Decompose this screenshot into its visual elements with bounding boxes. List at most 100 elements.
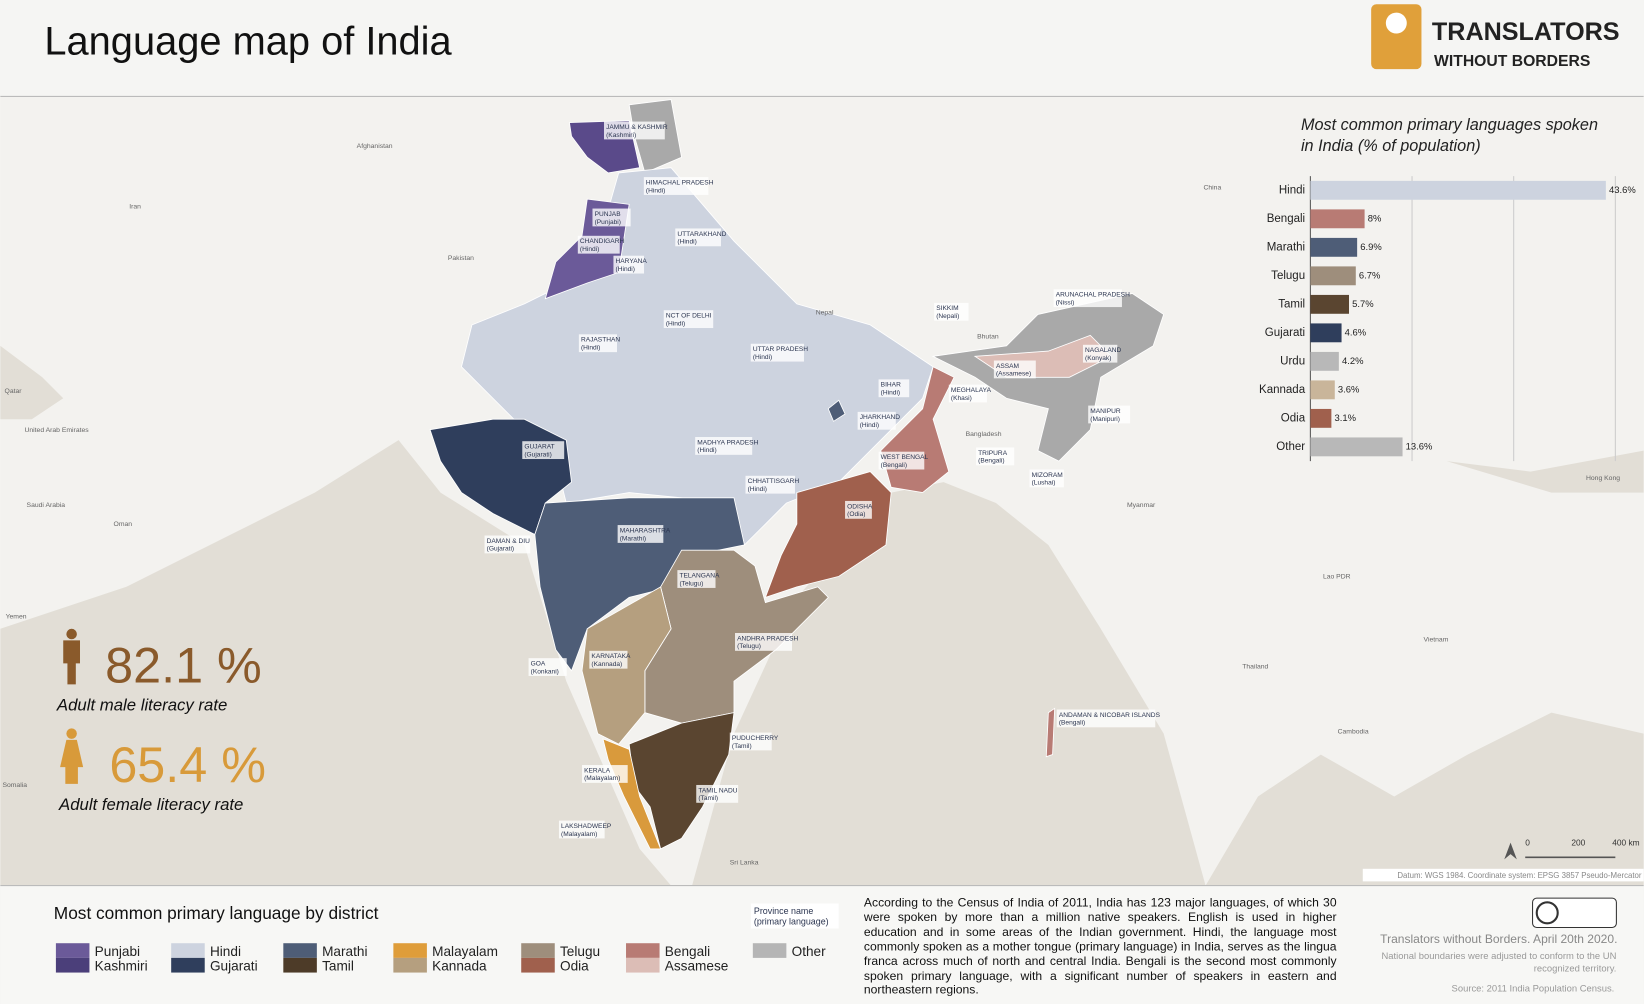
region-label-bg xyxy=(617,525,664,543)
region-label-bg xyxy=(592,208,631,227)
region-label-bg xyxy=(589,650,628,669)
legend-swatch xyxy=(393,943,427,958)
country-label: Sri Lanka xyxy=(730,860,759,867)
region-language: (Odia) xyxy=(847,511,865,518)
category-label: Hindi xyxy=(1279,184,1305,196)
legend-label: Kashmiri xyxy=(95,958,148,973)
region-language: (Telugu) xyxy=(679,580,703,587)
region-label-bg xyxy=(735,633,793,651)
legend-swatch xyxy=(171,943,205,958)
sea xyxy=(1205,712,1644,886)
value-label: 8% xyxy=(1368,212,1382,223)
region-name: DAMAN & DIU xyxy=(487,538,530,545)
region-label-bg xyxy=(878,379,910,398)
region-name: ASSAM xyxy=(996,363,1019,370)
person-icon xyxy=(66,728,77,739)
region-name: UTTARAKHAND xyxy=(677,231,726,238)
region-language: (Hindi) xyxy=(753,354,772,361)
category-label: Telugu xyxy=(1271,270,1305,282)
credit: Translators without Borders. April 20th … xyxy=(1380,932,1617,946)
country-label: Pakistan xyxy=(448,255,474,262)
legend-label: Marathi xyxy=(322,944,367,959)
country-label: Bhutan xyxy=(977,334,999,341)
person-icon xyxy=(60,739,84,784)
region-language: (Bengali) xyxy=(1059,720,1085,727)
logo-mark xyxy=(1371,4,1422,70)
region-language: (Kannada) xyxy=(591,661,622,668)
region-name: GOA xyxy=(531,660,546,667)
sea xyxy=(1446,450,1644,493)
scale-label: 200 xyxy=(1571,838,1585,848)
region-name: ARUNACHAL PRADESH xyxy=(1056,292,1130,299)
region-language: (Punjabi) xyxy=(595,219,621,226)
header-bg xyxy=(0,0,1644,97)
bar xyxy=(1310,351,1339,371)
region-name: MIZORAM xyxy=(1032,472,1063,479)
region-name: HIMACHAL PRADESH xyxy=(646,179,714,186)
country-label: Thailand xyxy=(1242,664,1268,671)
logo-icon xyxy=(1385,12,1407,34)
region-name: MEGHALAYA xyxy=(951,387,992,394)
datum-bg xyxy=(1362,868,1644,882)
region-label-bg xyxy=(1029,469,1064,488)
region-language: (Konyak) xyxy=(1085,355,1111,362)
region-name: WEST BENGAL xyxy=(881,454,929,461)
legend-swatch xyxy=(626,943,660,958)
country-label: Afghanistan xyxy=(357,143,393,150)
credit: Source: 2011 India Population Census. xyxy=(1452,982,1615,993)
logo-text: WITHOUT BORDERS xyxy=(1434,53,1590,70)
stat-value: 82.1 % xyxy=(105,636,262,693)
value-label: 3.1% xyxy=(1335,412,1357,423)
region-label-bg xyxy=(528,658,567,676)
region-name: TELANGANA xyxy=(679,572,720,579)
legend-swatch xyxy=(55,957,90,973)
region-name: TRIPURA xyxy=(978,450,1008,457)
category-label: Marathi xyxy=(1267,241,1305,253)
region-name: JHARKHAND xyxy=(860,414,901,421)
legend-swatch xyxy=(521,943,555,958)
region-label-bg xyxy=(1056,709,1156,728)
region-label-bg xyxy=(484,535,531,554)
region-name: KARNATAKA xyxy=(591,653,631,660)
region-language: (Hindi) xyxy=(860,422,879,429)
region-language: (Khasi) xyxy=(951,395,972,402)
country-label: Yemen xyxy=(6,613,27,620)
region-label-bg xyxy=(675,228,721,247)
page-title: Language map of India xyxy=(44,20,452,64)
region-language: (Gujarati) xyxy=(487,546,514,553)
country-label: Hong Kong xyxy=(1586,475,1620,482)
region-label-bg xyxy=(604,121,665,140)
region-label-bg xyxy=(976,447,1015,466)
region-label-bg xyxy=(1082,344,1118,363)
bar xyxy=(1310,437,1403,457)
legend-label: Odia xyxy=(560,958,589,973)
legend-swatch xyxy=(521,957,555,973)
map xyxy=(0,96,1644,886)
country-label: Saudi Arabia xyxy=(27,502,66,509)
region-label-bg xyxy=(582,765,628,783)
value-label: 4.6% xyxy=(1345,326,1367,337)
region-language: (Bengali) xyxy=(978,458,1004,465)
region xyxy=(827,399,846,422)
region-name: PUDUCHERRY xyxy=(732,735,779,742)
category-label: Tamil xyxy=(1278,298,1305,310)
legend-label: Punjabi xyxy=(95,944,140,959)
region-name: PUNJAB xyxy=(595,211,622,218)
region-label-bg xyxy=(663,310,714,329)
region-label-bg xyxy=(993,360,1036,379)
legend-swatch xyxy=(283,943,317,958)
region-name: RAJASTHAN xyxy=(581,337,620,344)
credit-box: National boundaries were adjusted to con… xyxy=(1381,951,1616,974)
region-label-bg xyxy=(696,784,739,803)
region-language: (Hindi) xyxy=(697,447,716,454)
country-label: Bangladesh xyxy=(966,431,1002,438)
country-label: Myanmar xyxy=(1127,502,1156,509)
region-label-bg xyxy=(745,475,795,494)
legend-label: Telugu xyxy=(560,944,600,959)
region-language: (Hindi) xyxy=(616,266,635,273)
region-name: ODISHA xyxy=(847,503,873,510)
region-language: (Tamil) xyxy=(698,795,718,802)
legend-label: Bengali xyxy=(665,944,710,959)
region-label-bg xyxy=(613,255,645,274)
